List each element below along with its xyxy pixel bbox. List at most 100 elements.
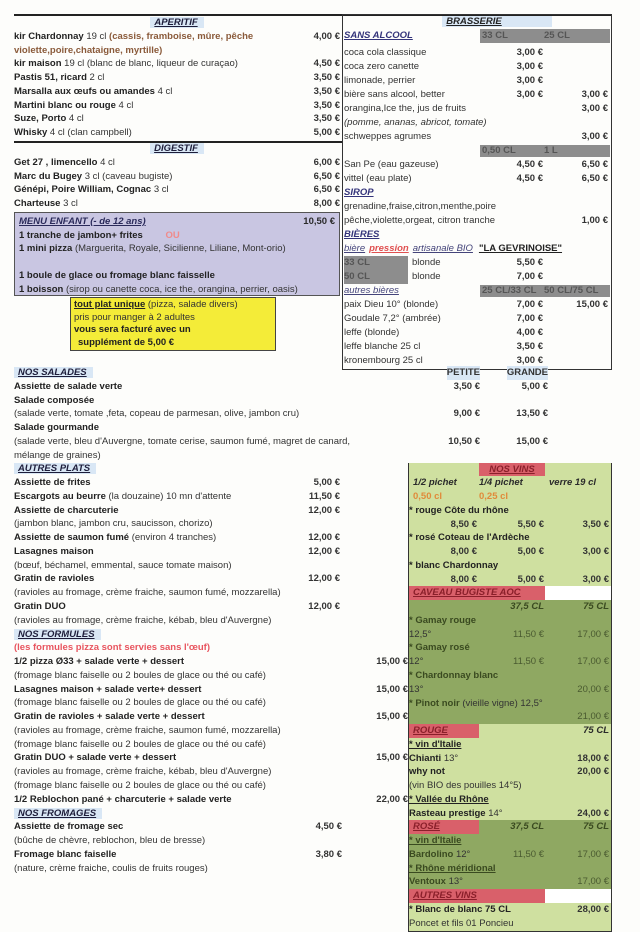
item-name: Salade gourmande [14, 422, 99, 434]
item-description: (ravioles au fromage, crème fraiche, sau… [14, 724, 281, 736]
menu-item: Salade composée [14, 394, 612, 408]
item-name: * Gamay rouge [409, 614, 477, 626]
item-name: Assiette de charcuterie [14, 504, 119, 516]
price: 6,50 € [581, 159, 608, 170]
menu-item: paix Dieu 10° (blonde) 7,00 € 15,00 € [344, 298, 610, 312]
item-name: Martini blanc ou rouge [14, 99, 116, 111]
menu-item: Escargots au beurre (la douzaine) 10 mn … [14, 490, 612, 504]
menu-item: Whisky 4 cl (clan campbell) 5,00 € [14, 126, 340, 140]
price: 3,00 € [516, 355, 543, 366]
divider [14, 141, 342, 143]
menu-item: 12,5° 11,50 € 17,00 € [409, 628, 611, 642]
menu-item: kronembourg 25 cl 3,00 € [344, 354, 610, 368]
section-title: BRASSERIE [442, 16, 552, 27]
price: 21,00 € [577, 711, 609, 723]
item-name: Génépi, Poire William, Cognac [14, 184, 152, 196]
price: 7,00 € [516, 299, 543, 310]
wcols-row: 37,5 CL 75 CL [409, 600, 611, 614]
item-description: paix Dieu 10° (blonde) [344, 299, 439, 310]
item-description: 13° [409, 683, 424, 695]
menu-item: Assiette de charcuterie 12,00 € [14, 504, 612, 518]
menu-item: Fromage blanc faiselle 3,80 € [14, 848, 612, 862]
column-header: 37,5 CL [510, 821, 544, 833]
sub-row: * Vallée du Rhône [409, 793, 611, 807]
menu-item: (pomme, ananas, abricot, tomate) [344, 116, 610, 130]
price: 3,50 € [582, 518, 609, 530]
rouge-section: ROUGE 75 CL * vin d'Italie Chianti 13° 18,00… [409, 724, 611, 821]
wine-section-title: AUTRES VINS [409, 889, 545, 904]
item-name: Marc du Bugey [14, 170, 83, 182]
price: 6,50 € [313, 184, 340, 196]
item-description: (fromage blanc faiselle ou 2 boules de g… [14, 779, 266, 791]
wine-region: * Rhône méridional [409, 862, 496, 874]
price: 11,50 € [308, 490, 340, 502]
menu-item: 1/2 pizza Ø33 + salade verte + dessert 15… [14, 655, 612, 669]
price: 15,00 € [376, 711, 408, 723]
menu-item: 12° 11,50 € 17,00 € [409, 655, 611, 669]
wine-section-title: NOS VINS [479, 462, 545, 477]
item-description: limonade, perrier [344, 75, 416, 86]
item-description: (sirop ou canette coca, ice the, orangin… [65, 283, 298, 295]
size-label: 50 CL/75 CL [544, 285, 599, 296]
menu-item: (bûche de chèvre, reblochon, bleu de bre… [14, 834, 612, 848]
wine-box: NOS VINS 1/2 pichet 1/4 pichet verre 19 cl 0… [408, 462, 612, 932]
menu-item: coca zero canette 3,00 € [344, 60, 610, 74]
price: 15,00 € [376, 752, 408, 764]
item-name: * Blanc de blanc 75 CL [409, 904, 511, 915]
item-name: Assiette de fromage sec [14, 821, 124, 833]
formules-note: (les formules pizza sont servies sans l'… [14, 642, 211, 654]
item-description: kronembourg 25 cl [344, 355, 423, 366]
item-name: Assiette de frites [14, 477, 91, 489]
price: 20,00 € [577, 766, 609, 778]
item-description: mélange de graines) [14, 449, 101, 461]
price: 12,00 € [308, 573, 340, 585]
wine-section-title: ROSÉ [409, 820, 479, 835]
menu-item: Assiette de frites 5,00 € [14, 476, 612, 490]
item-description: 4 cl [100, 156, 115, 168]
red-row: (les formules pizza sont servies sans l'… [14, 641, 612, 655]
menu-item: 1 boule de glace ou fromage blanc faisse… [19, 269, 337, 283]
menu-item: Assiette de fromage sec 4,50 € [14, 820, 612, 834]
price: 10,50 € [448, 435, 480, 447]
item-name: 1 boisson [19, 283, 64, 295]
formules-section: NOS FORMULES (les formules pizza sont ser… [14, 628, 612, 807]
volume-label: 0,50 cl [413, 491, 443, 503]
menu-item: Suze, Porto 4 cl 3,50 € [14, 112, 340, 126]
price: 12,00 € [308, 601, 340, 613]
menu-item: * rosé Coteau de l'Ardèche [409, 531, 611, 545]
item-name: Salade composée [14, 394, 95, 406]
item-description: 3 cl [63, 198, 78, 210]
column-header: verre 19 cl [549, 477, 597, 489]
item-description: Goudale 7,2° (ambrée) [344, 313, 441, 324]
item-name: Fromage blanc faiselle [14, 848, 117, 860]
price: 4,00 € [313, 30, 340, 42]
item-name: * Gamay rosé [409, 642, 470, 654]
item-description: (ravioles au fromage, crème fraiche, kéb… [14, 766, 272, 778]
menu-item: (ravioles au fromage, crème fraiche, sau… [14, 586, 612, 600]
menu-item: 8,00 € 5,00 € 3,00 € [409, 545, 611, 559]
menu-item: Poncet et fils 01 Poncieu [409, 917, 611, 931]
price: 15,00 € [376, 683, 408, 695]
item-description: 4 cl [157, 85, 173, 97]
price: 8,00 € [450, 546, 477, 558]
section-title: NOS SALADES [14, 367, 93, 378]
item-name: Ventoux [409, 876, 446, 888]
price: 3,00 € [582, 546, 609, 558]
menu-item: * Blanc de blanc 75 CL 28,00 € [409, 903, 611, 917]
wvol-row: 0,50 cl 0,25 cl [409, 490, 611, 504]
size-band [480, 285, 610, 297]
price: 28,00 € [577, 904, 609, 915]
menu-item: mélange de graines) [14, 449, 612, 463]
price: 5,00 € [313, 127, 340, 139]
item-description: 12° [409, 656, 424, 668]
menu-item: Bardolino 12° 11,50 € 17,00 € [409, 848, 611, 862]
item-aside: (pomme, ananas, abricot, tomate) [344, 117, 487, 128]
size-label: 50 CL [344, 270, 408, 284]
notice-lead: tout plat unique [74, 299, 146, 310]
menu-item: Ventoux 13° 17,00 € [409, 875, 611, 889]
item-description: Poncet et fils 01 Poncieu [409, 917, 514, 929]
menu-item: Get 27 , limencello 4 cl 6,00 € [14, 156, 340, 170]
item-description: orangina,Ice the, jus de fruits [344, 103, 466, 114]
size-label: 0,50 CL [482, 145, 516, 156]
menu-item: (fromage blanc faiselle ou 2 boules de g… [14, 738, 612, 752]
